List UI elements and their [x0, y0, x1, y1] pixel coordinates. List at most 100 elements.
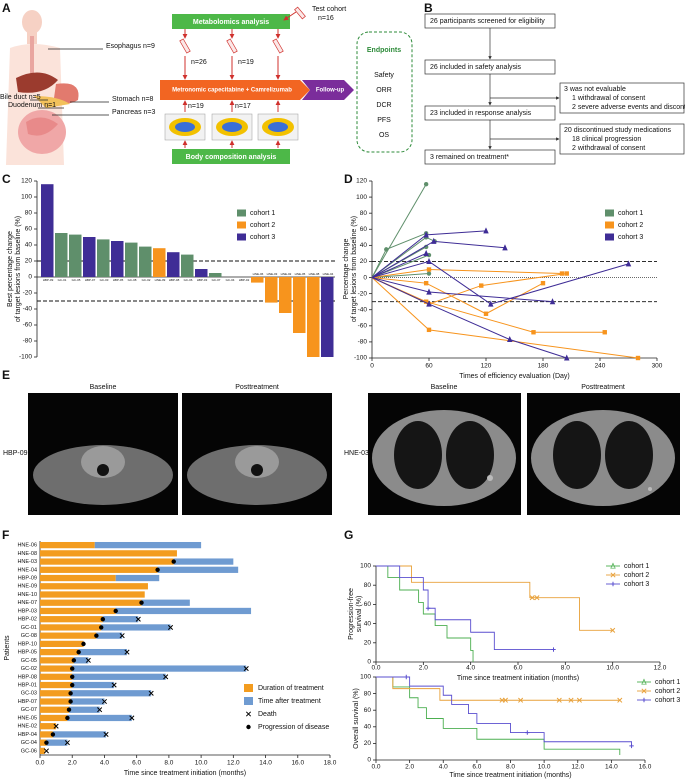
organ-label: Duodenum n=1: [8, 102, 56, 109]
count-label: n=19: [188, 103, 204, 110]
bar-segment: [101, 624, 171, 631]
x-axis-label: Time since treatment initiation (months): [457, 675, 579, 682]
x-tick-label: 0.0: [371, 764, 380, 771]
bar-segment: [40, 583, 148, 590]
bar: [153, 248, 166, 277]
point: [423, 299, 429, 304]
y-tick-label: -20: [358, 290, 368, 297]
event-marker: [66, 707, 72, 712]
y-tick-label: -40: [358, 306, 368, 313]
test-cohort: Test cohort: [312, 6, 346, 13]
body-box: [172, 149, 290, 164]
image-title: Posttreatment: [235, 384, 279, 391]
patient-label: HNE-08: [17, 551, 37, 557]
point: [483, 311, 489, 316]
category-label: GC-01: [58, 278, 67, 282]
patient-label: HNE-03: [17, 559, 37, 565]
patient-line: [371, 277, 605, 333]
legend-marker: [610, 562, 616, 569]
y-axis-label: survival (%): [356, 596, 363, 633]
image-title: Baseline: [431, 384, 458, 391]
point: [507, 335, 513, 343]
event-marker: [65, 715, 70, 721]
point: [564, 271, 569, 276]
legend-label: cohort 3: [618, 234, 643, 241]
exclusion-text: 20 discontinued study medications: [564, 127, 672, 134]
x-tick-label: 6.0: [472, 764, 481, 771]
category-label: HBP-07: [85, 278, 96, 282]
patient-label: HNE-09: [17, 584, 37, 590]
censor-mark: [556, 697, 562, 703]
legend-label: cohort 1: [250, 210, 275, 217]
bar-segment: [40, 706, 69, 713]
organ-label: Esophagus n=9: [106, 43, 155, 50]
point: [423, 280, 429, 286]
censor-mark: [502, 697, 509, 703]
survival-curve: [376, 565, 474, 662]
y-axis-label: Overall survival (%): [353, 688, 360, 749]
x-axis-label: Time since treatment initiation (months): [124, 770, 246, 777]
x-tick-label: 0: [370, 363, 374, 370]
patient-label: HNE-04: [17, 567, 37, 573]
x-tick-label: 10.0: [538, 764, 551, 771]
event-marker: [139, 600, 144, 605]
legend-swatch: [605, 209, 614, 217]
x-axis-label: Times of efficiency evaluation (Day): [459, 373, 570, 380]
y-axis-label: Patients: [4, 635, 11, 661]
bar: [55, 233, 68, 277]
x-tick-label: 12.0: [571, 764, 584, 771]
category-label: GC-03: [100, 278, 109, 282]
bar-segment: [40, 681, 73, 689]
bar-segment: [40, 558, 174, 565]
patient-line: [371, 277, 544, 315]
exclusion-text: 3 was not evaluable: [564, 86, 626, 93]
censor-mark: [404, 674, 409, 680]
bar-segment: [72, 665, 247, 672]
point: [488, 300, 494, 307]
y-tick-label: 0: [367, 757, 371, 764]
y-tick-label: 100: [360, 563, 371, 570]
x-tick-label: 6.0: [513, 665, 522, 672]
endpoint: Safety: [374, 72, 394, 79]
image-title: Baseline: [90, 384, 117, 391]
x-tick-label: 300: [652, 363, 663, 370]
event-marker: [97, 707, 103, 713]
event-marker: [44, 740, 49, 745]
patient-label: HNE-07: [17, 600, 37, 606]
bar-segment: [40, 648, 79, 656]
legend-label: cohort 3: [655, 697, 680, 704]
endpoint: OS: [379, 132, 389, 139]
y-axis-label: Percentage change: [343, 239, 350, 300]
event-marker: [171, 559, 176, 564]
y-axis-label: Best percentage change: [7, 231, 14, 307]
bar-segment: [69, 706, 100, 713]
patient-label: HNE-05: [17, 715, 37, 721]
y-tick-label: 60: [364, 601, 372, 608]
x-tick-label: 60: [425, 363, 433, 370]
exclusion-box: [559, 82, 685, 114]
scan-inner: [222, 122, 242, 132]
bar-segment: [94, 541, 202, 549]
patient-label: GC-01: [21, 625, 37, 631]
category-label: HBP-03: [197, 278, 208, 282]
body-label: Body composition analysis: [186, 154, 277, 161]
point: [602, 330, 607, 335]
bar-segment: [46, 739, 68, 746]
endpoints-title: Endpoints: [367, 47, 401, 54]
event-marker: [243, 666, 249, 672]
bar: [195, 269, 208, 277]
bar: [167, 252, 180, 277]
patient-label: GC-06: [21, 748, 37, 754]
censor-mark: [629, 743, 634, 749]
y-tick-label: 0: [363, 274, 367, 281]
flow-box: [424, 149, 556, 165]
point: [423, 231, 429, 238]
bar-segment: [40, 723, 57, 730]
x-tick-label: 16.0: [639, 764, 652, 771]
legend-label: cohort 2: [655, 688, 680, 695]
legend-label: cohort 3: [250, 234, 275, 241]
patient-line: [371, 252, 427, 279]
category-label: HNE-08: [309, 272, 320, 276]
bar-segment: [72, 681, 115, 689]
